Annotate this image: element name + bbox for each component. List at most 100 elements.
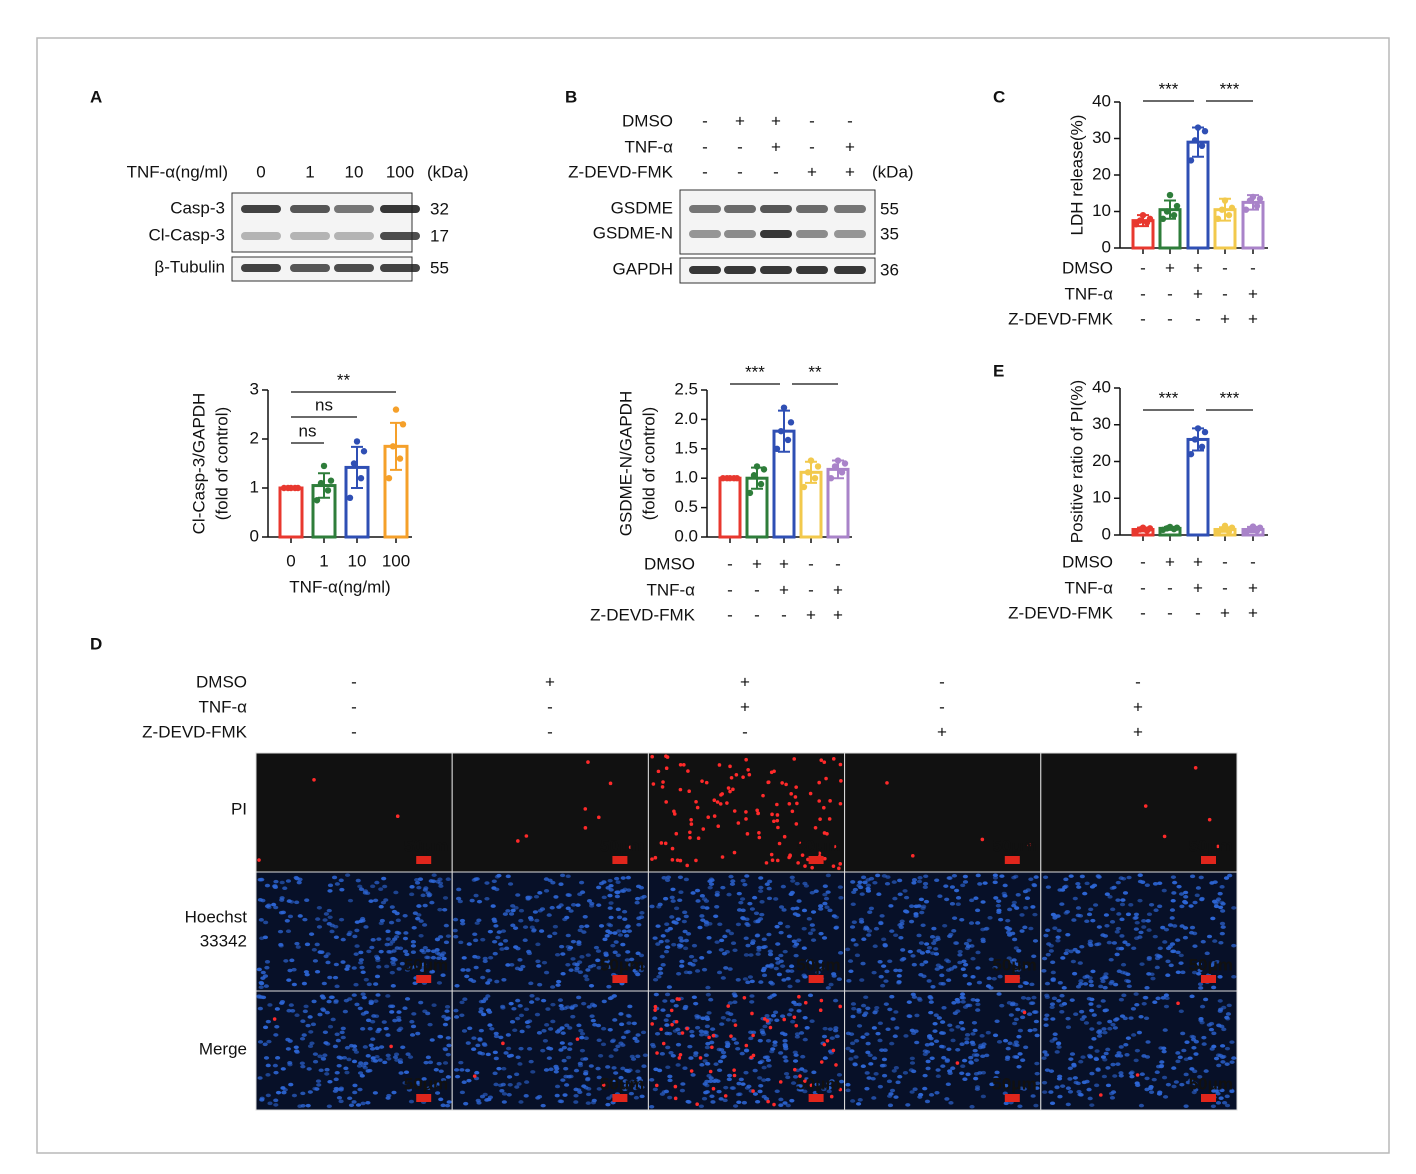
y-tick-label: 0: [250, 526, 259, 545]
pi-cell: [726, 1004, 731, 1008]
nucleus: [371, 1014, 377, 1018]
band: [796, 266, 828, 274]
nucleus: [782, 1055, 788, 1059]
scale-bar: [416, 975, 432, 983]
nucleus: [1229, 1040, 1235, 1044]
nucleus: [893, 1095, 899, 1099]
nucleus: [1118, 997, 1124, 1002]
nucleus: [1091, 1013, 1097, 1017]
nucleus: [1016, 1034, 1022, 1039]
nucleus: [386, 1093, 392, 1098]
nucleus: [683, 938, 689, 943]
nucleus: [1086, 1087, 1092, 1092]
nucleus: [891, 880, 897, 884]
nucleus: [671, 942, 677, 947]
nucleus: [403, 1070, 410, 1075]
nucleus: [263, 920, 269, 925]
micrograph-bg: [451, 752, 649, 873]
pi-cell: [838, 862, 843, 866]
pi-cell: [824, 776, 828, 781]
nucleus: [585, 1077, 591, 1082]
nucleus: [1177, 1055, 1183, 1060]
nucleus: [876, 892, 882, 897]
nucleus: [1002, 894, 1008, 898]
nucleus: [845, 1031, 852, 1036]
nucleus: [1162, 1095, 1169, 1099]
nucleus: [263, 1056, 270, 1060]
nucleus: [1101, 1074, 1107, 1079]
nucleus: [977, 882, 983, 886]
nucleus: [719, 1022, 725, 1026]
nucleus: [529, 994, 535, 998]
nucleus: [352, 934, 358, 939]
nucleus: [1099, 976, 1105, 981]
nucleus: [505, 1046, 512, 1051]
nucleus: [511, 1006, 517, 1011]
band: [760, 205, 792, 213]
nucleus: [1025, 996, 1031, 1001]
band: [760, 266, 792, 274]
nucleus: [281, 1090, 287, 1095]
nucleus: [393, 1052, 400, 1057]
condition-sign: -: [1140, 258, 1146, 277]
nucleus: [1012, 1021, 1018, 1026]
nucleus: [752, 1092, 759, 1096]
nucleus: [1219, 1088, 1225, 1093]
condition-sign: -: [737, 162, 743, 181]
nucleus: [796, 1002, 802, 1007]
nucleus: [443, 923, 449, 928]
nucleus: [583, 1057, 589, 1061]
pi-cell: [822, 1042, 827, 1047]
condition-sign: +: [1193, 284, 1203, 303]
nucleus: [1221, 1027, 1227, 1032]
pi-cell: [839, 779, 843, 783]
nucleus: [363, 1010, 369, 1015]
pi-cell: [689, 822, 694, 826]
nucleus: [1120, 962, 1127, 967]
nucleus: [540, 1103, 546, 1108]
nucleus: [347, 1096, 353, 1101]
nucleus: [524, 1080, 530, 1084]
nucleus: [665, 1065, 671, 1070]
nucleus: [1078, 979, 1084, 983]
nucleus: [984, 926, 990, 931]
nucleus: [738, 900, 744, 905]
nucleus: [926, 979, 932, 983]
nucleus: [398, 1071, 404, 1075]
nucleus: [802, 1037, 808, 1042]
nucleus: [460, 968, 466, 972]
nucleus: [694, 969, 701, 973]
nucleus: [1170, 875, 1177, 879]
nucleus: [893, 1066, 899, 1070]
data-point: [753, 463, 761, 470]
pi-cell: [818, 1008, 823, 1013]
nucleus: [583, 1036, 589, 1041]
nucleus: [506, 1054, 513, 1058]
nucleus: [960, 967, 966, 971]
nucleus: [1116, 1051, 1122, 1055]
nucleus: [1024, 896, 1031, 901]
pi-cell: [768, 1025, 773, 1030]
nucleus: [294, 941, 300, 946]
nucleus: [851, 1006, 857, 1011]
nucleus: [499, 1089, 505, 1093]
nucleus: [388, 920, 395, 925]
data-point: [1191, 436, 1199, 443]
nucleus: [546, 1046, 552, 1051]
pi-cell: [777, 841, 782, 846]
condition-sign: -: [1140, 578, 1146, 597]
nucleus: [506, 1075, 513, 1079]
nucleus: [380, 900, 387, 905]
nucleus: [518, 1100, 524, 1104]
nucleus: [596, 966, 602, 970]
nucleus: [882, 943, 888, 948]
nucleus: [568, 909, 574, 913]
nucleus: [1003, 1101, 1009, 1106]
nucleus: [567, 1047, 573, 1051]
nucleus: [440, 951, 447, 955]
nucleus: [487, 1010, 493, 1014]
y-tick-label: 1.0: [674, 468, 698, 487]
nucleus: [418, 933, 424, 938]
nucleus: [418, 1000, 424, 1005]
nucleus: [419, 948, 425, 953]
